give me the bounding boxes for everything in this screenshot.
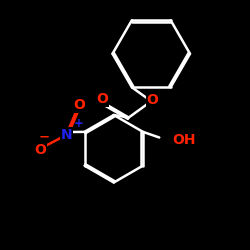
- Text: OH: OH: [172, 133, 196, 147]
- Text: O: O: [96, 92, 108, 106]
- Text: −: −: [39, 130, 50, 143]
- Text: O: O: [34, 142, 46, 156]
- Text: O: O: [73, 98, 85, 112]
- Text: N: N: [60, 128, 72, 142]
- Text: O: O: [146, 93, 158, 107]
- Text: +: +: [74, 117, 84, 130]
